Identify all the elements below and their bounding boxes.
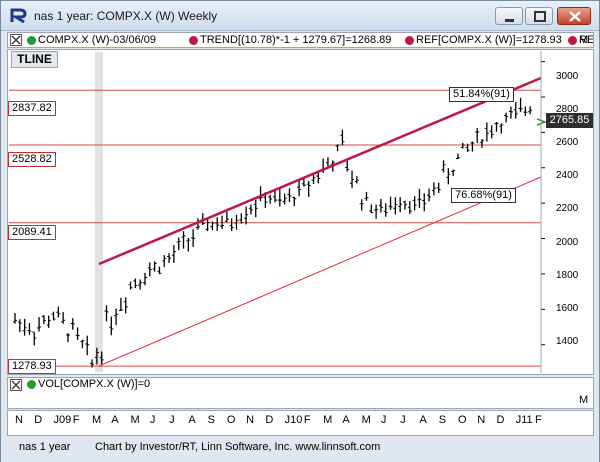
y-tick-label: 3000	[556, 71, 579, 82]
x-tick-label: D	[496, 414, 505, 426]
x-tick-label: M	[323, 414, 333, 426]
x-tick-label: F	[72, 414, 80, 426]
x-tick-label: M	[361, 414, 371, 426]
legend-trend[interactable]: TREND[(10.78)*-1 + 1279.67]=1268.89	[200, 34, 392, 46]
ref-level-label[interactable]: 2837.82	[8, 101, 56, 116]
last-price-badge: 2765.85	[546, 113, 593, 128]
close-button[interactable]	[557, 7, 591, 25]
window-title: nas 1 year: COMPX.X (W) Weekly	[34, 9, 218, 23]
upper-trend-pct-label[interactable]: 51.84%(91)	[449, 87, 514, 102]
volume-color-dot-icon	[27, 380, 36, 389]
y-tick-label: 1600	[556, 303, 579, 314]
x-tick-label: D	[265, 414, 274, 426]
x-tick-label: A	[111, 414, 119, 426]
lower-trend-line	[98, 176, 542, 367]
ref-level-label[interactable]: 1278.93	[8, 359, 56, 374]
investor-rt-logo-icon	[10, 8, 27, 24]
x-tick-label: N	[246, 414, 255, 426]
ref-color-dot-icon	[405, 36, 414, 45]
x-axis	[7, 410, 594, 436]
trend-color-dot-icon	[189, 36, 198, 45]
x-tick-label: D	[34, 414, 43, 426]
x-tick-label: J	[169, 414, 175, 426]
y-tick-label: 2600	[556, 137, 579, 148]
x-tick-label: A	[188, 414, 196, 426]
upper-trend-line	[98, 76, 542, 266]
x-tick-label: J11	[515, 414, 533, 426]
close-icon	[569, 11, 581, 22]
y-tick-label: 2000	[556, 237, 579, 248]
legend-symbol[interactable]: COMPX.X (W)-03/06/09	[38, 34, 156, 46]
y-tick-label: 2800	[556, 104, 579, 115]
x-tick-label: M	[130, 414, 140, 426]
x-tick-label: J	[149, 414, 156, 426]
volume-legend: VOL[COMPX.X (W)]=0	[8, 378, 593, 392]
indicator-legend-bar: COMPX.X (W)-03/06/09 TREND[(10.78)*-1 + …	[7, 32, 594, 48]
close-pane-icon[interactable]	[10, 34, 22, 46]
y-tick-label: 2400	[556, 170, 579, 181]
x-tick-label: O	[226, 414, 236, 426]
maximize-pane-marker[interactable]: M	[579, 34, 589, 46]
status-credit: Chart by Investor/RT, Linn Software, Inc…	[95, 441, 381, 453]
x-tick-label: N	[477, 414, 486, 426]
x-tick-label: M	[92, 414, 102, 426]
ref-level-label[interactable]: 2089.41	[8, 225, 56, 240]
x-tick-label: F	[303, 414, 311, 426]
x-tick-label: J10	[284, 414, 303, 426]
symbol-color-dot-icon	[27, 36, 36, 45]
selected-bar-highlight	[95, 52, 103, 372]
x-tick-label: S	[207, 414, 215, 426]
x-tick-label: F	[535, 414, 542, 426]
minimize-icon	[505, 19, 514, 22]
price-chart-pane[interactable]	[7, 49, 594, 375]
volume-legend-text[interactable]: VOL[COMPX.X (W)]=0	[38, 378, 151, 390]
legend-ref[interactable]: REF[COMPX.X (W)]=1278.93	[416, 34, 562, 46]
legend-ref2[interactable]: REF	[579, 34, 594, 46]
status-bar: nas 1 year Chart by Investor/RT, Linn So…	[1, 438, 599, 462]
y-tick-label: 1800	[556, 270, 579, 281]
x-tick-label: N	[15, 414, 23, 426]
ref2-color-dot-icon	[568, 36, 577, 45]
status-chart-name: nas 1 year	[19, 441, 71, 453]
x-tick-label: O	[457, 414, 467, 426]
ref-level-label[interactable]: 2528.82	[8, 152, 56, 167]
x-tick-label: J09	[53, 414, 72, 426]
y-tick-label: 1400	[556, 336, 579, 347]
x-tick-label: A	[419, 414, 427, 426]
maximize-icon	[534, 11, 546, 22]
volume-pane[interactable]: VOL[COMPX.X (W)]=0	[7, 377, 594, 409]
title-bar[interactable]: nas 1 year: COMPX.X (W) Weekly	[1, 1, 599, 31]
last-price-pointer-icon	[536, 118, 548, 126]
y-tick-label: 2200	[556, 203, 579, 214]
lower-trend-pct-label[interactable]: 76.68%(91)	[451, 188, 516, 203]
x-tick-label: A	[342, 414, 350, 426]
tline-tool-label[interactable]: TLINE	[11, 51, 58, 68]
minimize-button[interactable]	[495, 7, 523, 25]
x-tick-label: J	[380, 414, 387, 426]
maximize-pane-marker[interactable]: M	[579, 394, 589, 406]
close-pane-icon[interactable]	[10, 379, 22, 391]
x-tick-label: J	[400, 414, 406, 426]
x-tick-label: S	[438, 414, 447, 426]
maximize-button[interactable]	[525, 7, 553, 25]
